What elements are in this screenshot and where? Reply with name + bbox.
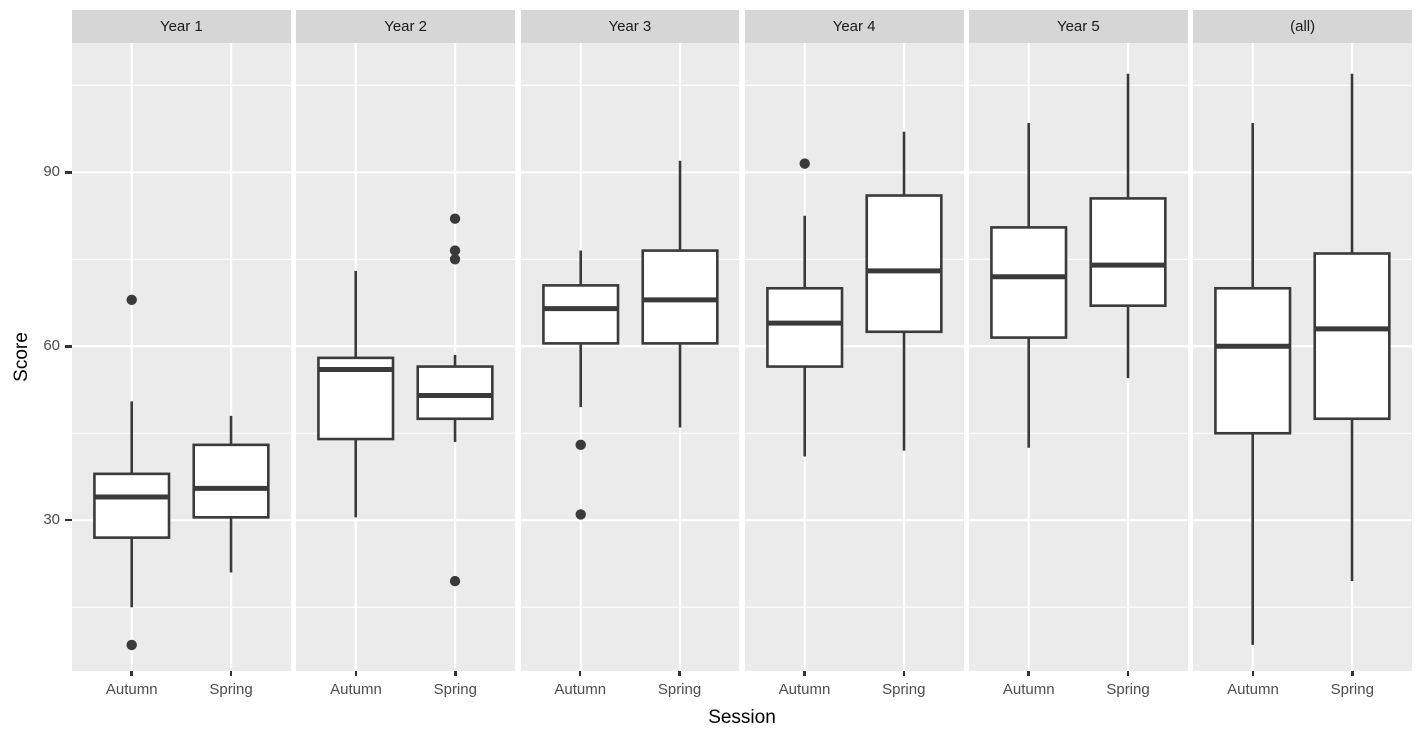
boxplot-spring — [1089, 73, 1167, 379]
x-tick-label: Autumn — [554, 681, 607, 698]
panel-canvas — [969, 43, 1188, 671]
x-tick-label: Autumn — [330, 681, 382, 698]
x-tick-label: Autumn — [778, 681, 831, 698]
x-tick-mark — [354, 671, 358, 676]
y-tick-label: 30 — [43, 511, 60, 529]
x-tick-label: Autumn — [105, 681, 158, 698]
x-tick-label: Spring — [657, 681, 702, 698]
facet-strip-label: Year 4 — [832, 18, 876, 35]
box — [1214, 286, 1292, 435]
box — [990, 226, 1068, 339]
boxplot-spring — [640, 160, 719, 428]
outlier-point — [450, 575, 461, 587]
box — [541, 284, 619, 345]
outlier-point — [450, 213, 461, 224]
facet-year-4: Year 4 — [744, 10, 964, 671]
x-tick-mark — [1251, 671, 1255, 676]
y-tick-mark — [65, 171, 72, 174]
boxplot-autumn — [990, 123, 1068, 448]
facet-strip-label: Year 5 — [1056, 18, 1100, 35]
x-tick-mark — [803, 671, 806, 676]
x-tick-label: Spring — [1330, 681, 1374, 698]
facet-strip: Year 1 — [72, 10, 291, 43]
x-tick-label: Spring — [433, 681, 477, 698]
boxplot-spring — [865, 131, 943, 451]
panel-canvas — [1193, 43, 1412, 671]
boxplot-autumn — [93, 294, 171, 651]
x-tick-mark — [578, 671, 582, 676]
facet-all: (all) — [1193, 10, 1412, 671]
panel-canvas — [520, 43, 740, 671]
x-tick-mark — [454, 671, 457, 676]
box — [93, 472, 171, 539]
facet-strip: Year 3 — [520, 10, 740, 43]
facet-year-3: Year 3 — [520, 10, 740, 671]
boxplot-autumn — [765, 158, 844, 457]
facet-year-2: Year 2 — [296, 10, 515, 671]
box — [1089, 197, 1167, 307]
facet-strip-label: Year 2 — [384, 18, 428, 35]
box — [765, 286, 844, 368]
x-tick-mark — [1027, 671, 1030, 676]
facet-strip-label: Year 3 — [608, 18, 652, 35]
panel-canvas — [744, 43, 964, 671]
facet-strip-label: Year 1 — [159, 18, 203, 35]
boxplot-autumn — [317, 270, 395, 518]
box — [416, 365, 494, 421]
facet-strip: (all) — [1193, 10, 1412, 43]
x-tick-label: Spring — [209, 681, 253, 698]
outlier-point — [799, 158, 810, 169]
x-tick-label: Spring — [882, 681, 926, 698]
y-tick-mark — [65, 345, 72, 348]
facet-strip-label: (all) — [1290, 18, 1316, 35]
panel-canvas — [296, 43, 515, 671]
panel-canvas — [72, 43, 291, 671]
outlier-point — [575, 509, 586, 520]
outlier-point — [450, 245, 461, 256]
x-tick-mark — [1126, 671, 1130, 676]
x-tick-mark — [130, 671, 133, 676]
boxplot-spring — [416, 213, 494, 587]
boxplot-autumn — [1214, 123, 1292, 645]
x-tick-mark — [1351, 671, 1354, 676]
outlier-point — [450, 254, 461, 265]
box — [1313, 252, 1391, 421]
x-tick-mark — [229, 671, 233, 676]
boxplot-autumn — [541, 250, 619, 520]
facet-year-5: Year 5 — [969, 10, 1188, 671]
facet-year-1: Year 1 — [72, 10, 291, 671]
box — [865, 194, 943, 334]
boxplot-spring — [192, 415, 270, 573]
y-tick-mark — [65, 518, 72, 522]
outlier-point — [575, 439, 586, 451]
x-tick-label: Autumn — [1002, 681, 1055, 698]
facet-strip: Year 4 — [744, 10, 964, 43]
x-tick-label: Autumn — [1227, 681, 1279, 698]
facet-strip: Year 5 — [969, 10, 1188, 43]
box — [192, 443, 270, 519]
x-tick-mark — [678, 671, 681, 676]
y-tick-label: 60 — [43, 337, 60, 355]
boxplot-spring — [1313, 73, 1391, 582]
x-tick-label: Spring — [1106, 681, 1150, 698]
box — [640, 249, 719, 345]
x-axis-title: Session — [708, 707, 776, 728]
facet-strip: Year 2 — [296, 10, 515, 43]
y-tick-label: 90 — [43, 163, 60, 181]
outlier-point — [126, 639, 137, 651]
x-tick-mark — [902, 671, 906, 676]
outlier-point — [126, 294, 137, 306]
